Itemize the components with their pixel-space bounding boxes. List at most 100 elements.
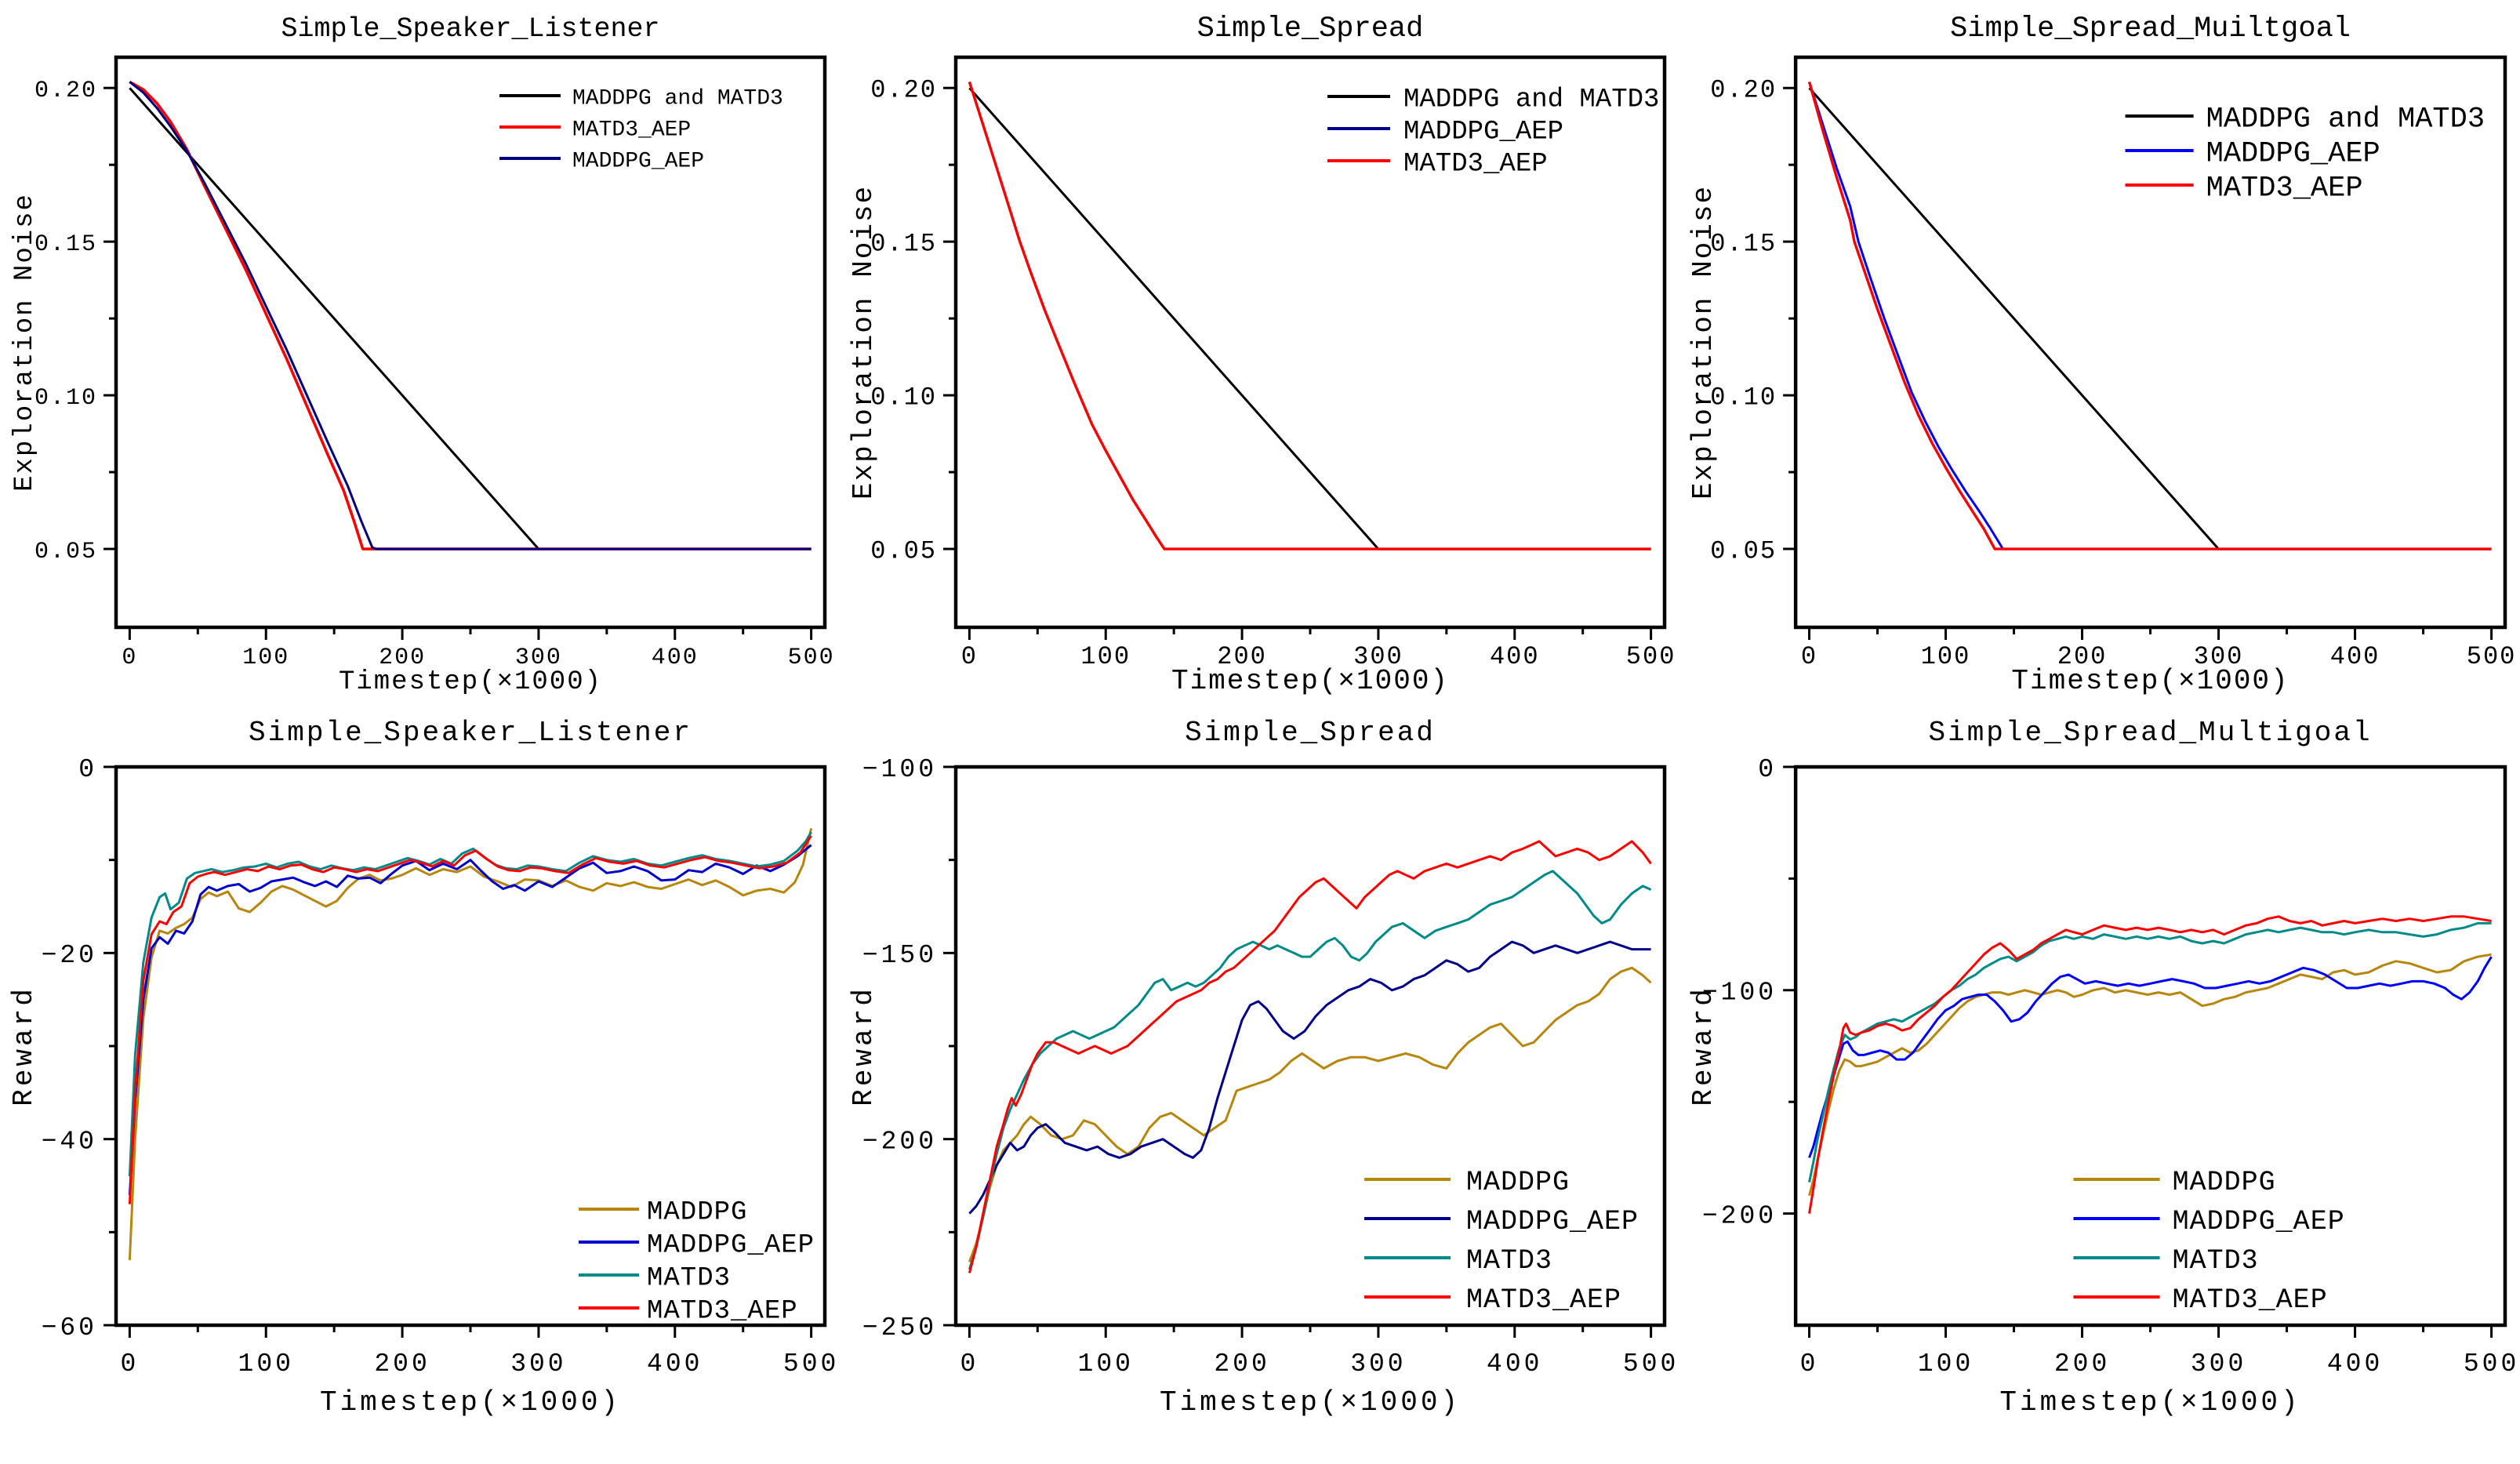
x-tick-label: 500 <box>788 645 835 671</box>
y-tick-label: 0.20 <box>870 76 937 105</box>
axes-box <box>1793 765 2507 1328</box>
legend-label-MATD3_AEP: MATD3_AEP <box>1466 1284 1621 1316</box>
series-line-MADDPG_AEP <box>968 81 1651 550</box>
series-line-MADDPG_AEP <box>968 940 1651 1215</box>
chart-title: Simple_Spread_Muiltgoal <box>1950 13 2351 45</box>
x-tick-label: 500 <box>2467 642 2517 671</box>
x-tick-label: 300 <box>1350 1350 1406 1379</box>
legend-label-MADDPG-and-MATD3: MADDPG and MATD3 <box>1403 85 1659 115</box>
x-tick-label: 400 <box>1490 642 1540 671</box>
series-line-MATD3_AEP <box>129 80 812 550</box>
series-line-MADDPG_AEP <box>129 81 812 550</box>
x-tick-label: 0 <box>1801 642 1817 671</box>
x-tick-label: 0 <box>1800 1350 1819 1379</box>
x-tick-label: 200 <box>374 1350 430 1379</box>
chart-reward-simple-spread: Simple_Spread 0 100 200 300 400 500 −100 −150 −20… <box>840 706 1679 1464</box>
series-line-MATD3_AEP <box>1807 81 2492 550</box>
y-axis-label: Reward <box>1687 986 1719 1106</box>
y-axis-label: Reward <box>8 986 40 1106</box>
x-tick-label: 100 <box>238 1350 294 1379</box>
chart-svg: Simple_Spread_Multigoal 0 100 200 300 400 500 0… <box>1687 717 2519 1419</box>
series-line-MATD3_AEP <box>968 840 1652 1273</box>
x-axis-label: Timestep(×1000) <box>2011 665 2289 697</box>
chart-title: Simple_Spread <box>1197 13 1424 45</box>
y-tick-label: 0.15 <box>34 231 97 258</box>
legend-label-MATD3: MATD3 <box>2173 1245 2259 1277</box>
x-tick-label: 500 <box>783 1350 839 1379</box>
y-tick-label: −40 <box>42 1128 97 1157</box>
legend-label-MADDPG_AEP: MADDPG_AEP <box>647 1231 815 1261</box>
legend-label-MADDPG: MADDPG <box>647 1198 747 1228</box>
x-tick-label: 200 <box>2054 1350 2110 1379</box>
x-tick-label: 400 <box>2330 642 2380 671</box>
x-tick-label: 200 <box>2057 642 2108 671</box>
x-tick-label: 500 <box>2464 1350 2519 1379</box>
series-line-MADDPG_AEP <box>1808 81 2492 550</box>
y-tick-label: −100 <box>862 755 937 784</box>
legend-label-MATD3_AEP: MATD3_AEP <box>1403 150 1548 180</box>
x-tick-label: 0 <box>960 1350 979 1379</box>
x-tick-label: 200 <box>379 645 426 671</box>
legend-label-MADDPG: MADDPG <box>2173 1167 2276 1198</box>
legend-label-MATD3: MATD3 <box>647 1264 731 1294</box>
series-line-MADDPG-and-MATD3 <box>129 87 812 550</box>
axes-box <box>114 55 827 630</box>
x-tick-label: 500 <box>1626 642 1676 671</box>
legend-label-MADDPG_AEP: MADDPG_AEP <box>1466 1206 1639 1237</box>
x-tick-label: 0 <box>120 1350 139 1379</box>
legend-label-MADDPG_AEP: MADDPG_AEP <box>2173 1206 2345 1237</box>
series-line-MADDPG <box>1808 953 2492 1197</box>
series-line-MADDPG <box>128 827 813 1260</box>
x-tick-label: 300 <box>1353 642 1403 671</box>
legend-label-MATD3_AEP: MATD3_AEP <box>2173 1284 2328 1316</box>
x-tick-label: 0 <box>122 645 137 671</box>
x-tick-label: 200 <box>1217 642 1267 671</box>
y-tick-label: 0.20 <box>1710 76 1777 105</box>
legend-label-MATD3_AEP: MATD3_AEP <box>647 1297 798 1327</box>
y-tick-label: −20 <box>42 941 97 970</box>
y-tick-label: 0.15 <box>1710 230 1777 259</box>
x-tick-label: 500 <box>1623 1350 1679 1379</box>
legend-label-MATD3_AEP: MATD3_AEP <box>572 118 691 142</box>
y-tick-label: 0.10 <box>34 385 97 412</box>
chart-noise-simple-speaker-listener: Simple_Speaker_Listener 0 100 200 300 400 500 0… <box>0 0 840 706</box>
x-tick-label: 400 <box>652 645 699 671</box>
x-tick-label: 300 <box>515 645 562 671</box>
legend-label-MADDPG_AEP: MADDPG_AEP <box>1403 118 1563 147</box>
series-line-MATD3_AEP <box>128 834 812 1204</box>
y-tick-label: −200 <box>862 1128 937 1157</box>
x-axis-label: Timestep(×1000) <box>1999 1386 2300 1419</box>
chart-noise-simple-spread-muiltgoal: Simple_Spread_Muiltgoal 0 100 200 300 400 500 0… <box>1679 0 2520 706</box>
y-tick-label: 0.05 <box>870 537 937 566</box>
chart-svg: Simple_Spread_Muiltgoal 0 100 200 300 400 500 0… <box>1687 13 2517 697</box>
x-axis-label: Timestep(×1000) <box>320 1386 621 1419</box>
y-tick-label: −250 <box>862 1313 937 1342</box>
x-tick-label: 100 <box>1080 642 1131 671</box>
x-tick-label: 300 <box>510 1350 566 1379</box>
x-axis-label: Timestep(×1000) <box>339 667 602 697</box>
y-tick-label: 0 <box>78 755 97 784</box>
series-line-MATD3 <box>968 870 1652 1270</box>
x-tick-label: 0 <box>961 642 978 671</box>
y-tick-label: 0 <box>1758 755 1777 784</box>
x-tick-label: 100 <box>1078 1350 1134 1379</box>
y-tick-label: 0.15 <box>870 230 937 259</box>
chart-title: Simple_Spread <box>1185 717 1436 749</box>
series-line-MATD3_AEP <box>968 81 1651 550</box>
x-tick-label: 300 <box>2191 1350 2246 1379</box>
series-line-MADDPG-and-MATD3 <box>968 87 1651 550</box>
chart-svg: Simple_Speaker_Listener 0 100 200 300 400 500 0… <box>10 13 835 697</box>
chart-title: Simple_Spread_Multigoal <box>1928 717 2372 749</box>
y-axis-label: Exploration Noise <box>848 185 880 500</box>
y-axis-label: Exploration Noise <box>1687 185 1719 500</box>
y-tick-label: −100 <box>1702 979 1777 1008</box>
y-tick-label: 0.10 <box>1710 383 1777 412</box>
chart-svg: Simple_Speaker_Listener 0 100 200 300 400 500 0… <box>8 717 839 1419</box>
series-line-MADDPG_AEP <box>1808 956 2493 1158</box>
x-tick-label: 400 <box>1487 1350 1542 1379</box>
chart-title: Simple_Speaker_Listener <box>281 13 659 45</box>
y-axis-label: Reward <box>848 986 880 1106</box>
x-tick-label: 200 <box>1214 1350 1269 1379</box>
series-line-MATD3 <box>1808 921 2492 1182</box>
